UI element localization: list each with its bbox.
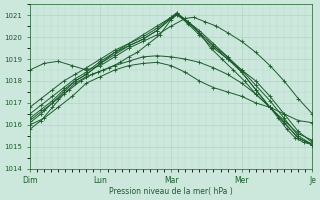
X-axis label: Pression niveau de la mer( hPa ): Pression niveau de la mer( hPa ) [109, 187, 233, 196]
